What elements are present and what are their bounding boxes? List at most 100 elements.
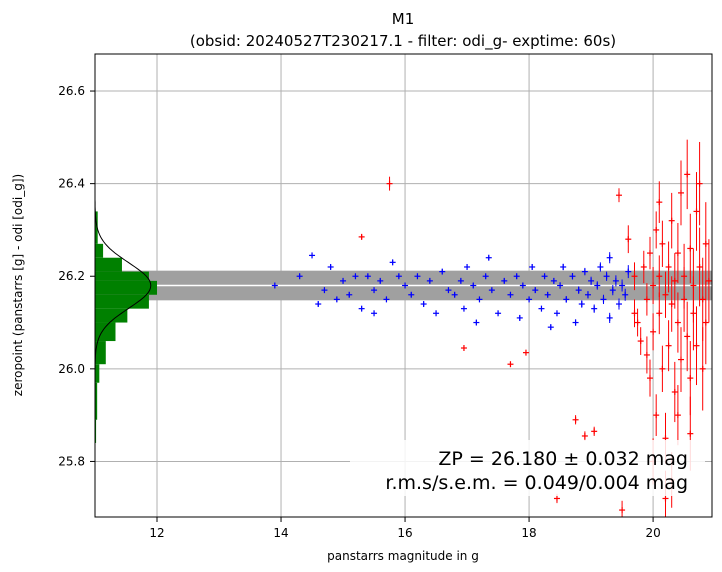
x-tick-label: 18 — [521, 526, 536, 540]
histogram-bar — [95, 243, 104, 258]
rejected-star-point — [619, 500, 626, 517]
used-star-point — [457, 277, 464, 284]
used-star-point — [526, 296, 533, 303]
used-star-point — [612, 275, 619, 287]
used-star-point — [321, 287, 328, 294]
rejected-star-point — [631, 299, 638, 328]
used-star-point — [451, 291, 458, 298]
histogram-bar — [95, 280, 158, 295]
rejected-star-point — [668, 276, 675, 332]
rejected-star-point — [650, 313, 657, 351]
used-star-point — [569, 272, 576, 280]
used-star-point — [560, 263, 567, 271]
used-star-point — [609, 285, 616, 296]
rejected-star-point — [634, 308, 641, 337]
chart-title: M1 — [392, 10, 415, 28]
used-star-point — [563, 296, 570, 303]
rejected-star-point — [681, 266, 688, 332]
used-star-point — [485, 254, 492, 261]
x-tick-label: 12 — [149, 526, 164, 540]
used-star-point — [470, 282, 477, 289]
y-tick-label: 26.2 — [58, 269, 85, 283]
used-star-point — [578, 300, 585, 308]
rejected-star-point — [677, 160, 684, 226]
rejected-star-point — [674, 385, 681, 446]
x-axis: 12 14 16 18 20 — [149, 517, 661, 540]
used-star-point — [538, 305, 545, 312]
histogram-bar — [95, 341, 106, 365]
used-star-point — [352, 273, 359, 280]
used-star-point — [464, 263, 471, 270]
histogram-bar — [95, 308, 128, 323]
zp-annotation: ZP = 26.180 ± 0.032 mag — [438, 448, 688, 470]
used-star-point — [346, 291, 353, 298]
used-star-point — [395, 273, 402, 280]
used-star-point — [622, 288, 629, 301]
chart-subtitle: (obsid: 20240527T230217.1 - filter: odi_… — [190, 32, 616, 51]
used-star-point — [550, 277, 557, 284]
rejected-star-point — [358, 233, 365, 240]
rejected-star-point — [671, 253, 678, 309]
histogram-bar — [95, 294, 149, 309]
used-star-point — [519, 282, 526, 289]
used-star-point — [371, 310, 378, 317]
rejected-star-point — [693, 172, 700, 251]
rms-annotation: r.m.s/s.e.m. = 0.049/0.004 mag — [385, 472, 688, 494]
rejected-star-point — [662, 271, 669, 318]
used-star-point — [594, 281, 601, 290]
rejected-star-point — [671, 361, 678, 423]
rejected-star-point — [684, 139, 691, 210]
used-star-point — [402, 282, 409, 289]
rejected-star-point — [687, 213, 694, 284]
used-star-point — [606, 252, 613, 264]
rejected-star-point — [668, 192, 675, 249]
used-star-point — [513, 273, 520, 280]
y-axis-label: zeropoint (panstarrs [g] - odi [odi_g]) — [11, 174, 25, 396]
histogram-bar — [95, 364, 100, 383]
rejected-stars — [358, 139, 712, 517]
histogram-bar — [95, 322, 116, 342]
used-star-point — [588, 276, 595, 286]
y-tick-label: 26.0 — [58, 362, 85, 376]
rejected-star-point — [684, 301, 691, 372]
rejected-star-point — [674, 292, 681, 353]
gaussian-curve — [95, 192, 152, 379]
rejected-star-point — [643, 283, 650, 316]
used-star-point — [591, 304, 598, 313]
rejected-star-point — [674, 222, 681, 284]
x-tick-label: 16 — [397, 526, 412, 540]
used-star-point — [495, 310, 502, 317]
used-star-point — [340, 277, 347, 284]
x-axis-label: panstarrs magnitude in g — [327, 549, 479, 563]
used-star-point — [575, 286, 582, 294]
rejected-star-point — [653, 211, 660, 249]
used-star-point — [619, 279, 626, 292]
used-star-point — [600, 294, 607, 305]
rejected-star-point — [702, 202, 709, 286]
used-star-point — [327, 263, 334, 270]
used-star-point — [476, 296, 483, 303]
used-star-point — [445, 287, 452, 294]
rejected-star-point — [581, 431, 588, 441]
rejected-star-point — [690, 276, 697, 351]
used-star-point — [460, 305, 467, 312]
histogram-bar — [95, 257, 122, 272]
used-star-point — [296, 273, 303, 280]
used-star-point — [364, 273, 371, 280]
histogram-bar — [95, 419, 97, 443]
used-star-point — [371, 287, 378, 294]
rejected-star-point — [522, 349, 529, 356]
used-star-point — [597, 262, 604, 272]
rejected-star-point — [699, 257, 706, 342]
rejected-star-point — [656, 292, 663, 335]
used-star-point — [557, 282, 564, 289]
used-star-point — [414, 273, 421, 280]
plot-frame — [94, 53, 713, 518]
used-star-point — [553, 310, 560, 317]
rejected-star-point — [702, 280, 709, 365]
used-star-point — [572, 319, 579, 326]
rejected-star-point — [699, 327, 706, 411]
rejected-star-point — [507, 361, 514, 368]
rejected-star-point — [693, 306, 700, 386]
used-star-point — [426, 277, 433, 284]
